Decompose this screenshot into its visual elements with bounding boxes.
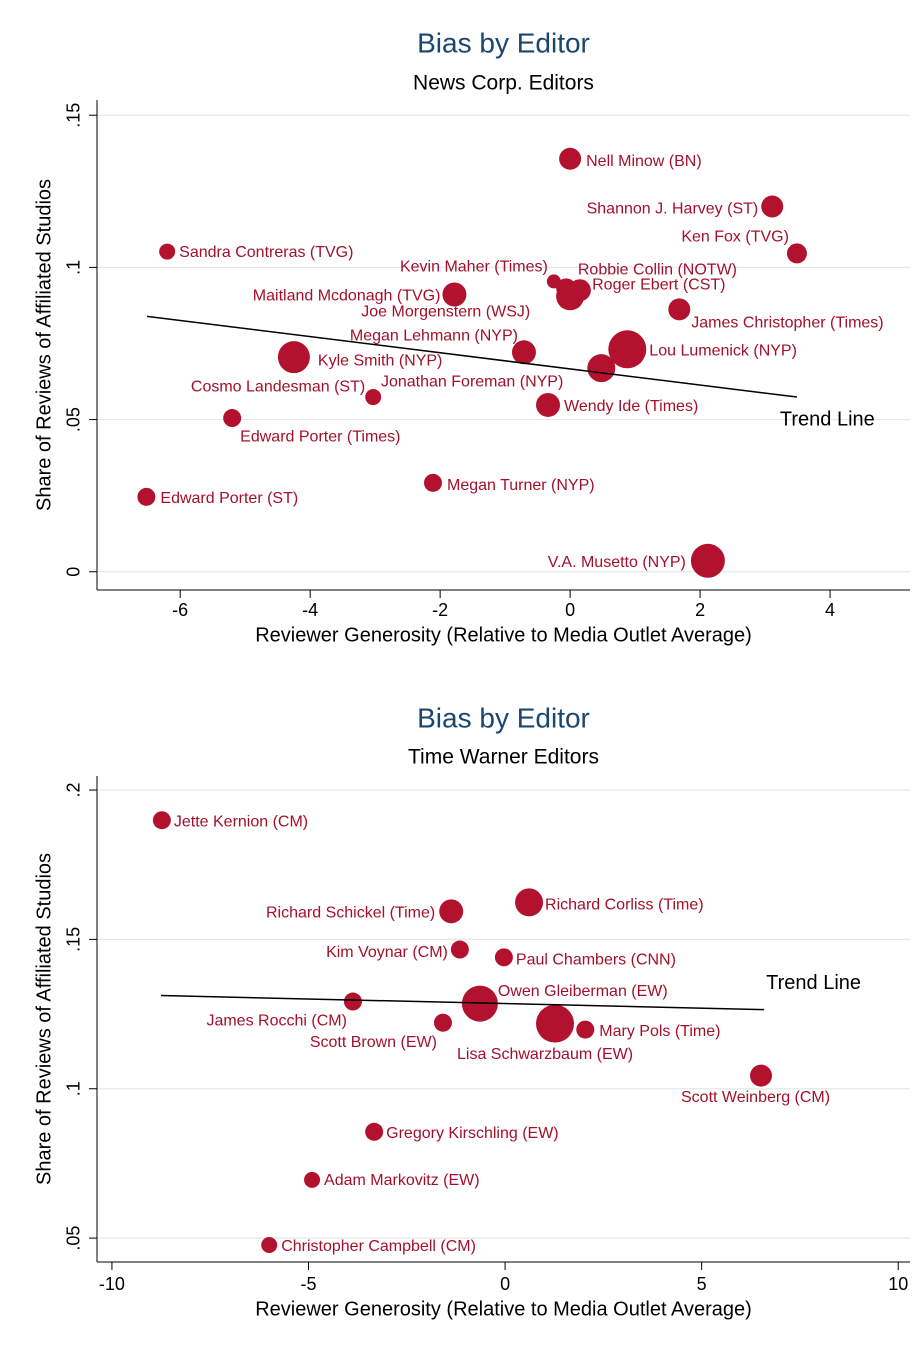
point	[365, 1122, 384, 1141]
point	[433, 1013, 452, 1032]
point-label: Lou Lumenick (NYP)	[649, 342, 797, 359]
y-tick-label: .15	[64, 927, 84, 952]
point-label: Edward Porter (Times)	[240, 428, 400, 445]
point	[576, 1020, 595, 1039]
point	[511, 340, 536, 365]
point-label: Kyle Smith (NYP)	[318, 352, 442, 369]
point-label: Robbie Collin (NOTW)	[578, 261, 737, 278]
point-label: Jette Kernion (CM)	[174, 813, 308, 830]
point-label: Ken Fox (TVG)	[681, 229, 789, 246]
point-label: Adam Markovitz (EW)	[324, 1172, 480, 1189]
point-label: Maitland Mcdonagh (TVG)	[253, 288, 441, 305]
trend-line	[146, 315, 798, 398]
x-tick-label: -10	[99, 1274, 125, 1294]
point-label: Owen Gleiberman (EW)	[498, 983, 668, 1000]
point	[152, 811, 171, 830]
point-label: Mary Pols (Time)	[599, 1023, 720, 1040]
point-label: Wendy Ide (Times)	[564, 398, 698, 415]
trend-label: Trend Line	[780, 408, 875, 430]
point-label: Megan Lehmann (NYP)	[350, 328, 518, 345]
point	[277, 341, 310, 374]
point	[261, 1236, 278, 1253]
point-label: Joe Morgenstern (WSJ)	[361, 304, 530, 321]
point	[536, 392, 561, 417]
x-axis-label: Reviewer Generosity (Relative to Media O…	[255, 624, 752, 646]
point	[786, 243, 807, 264]
point-label: Sandra Contreras (TVG)	[179, 244, 353, 261]
point-label: James Christopher (Times)	[691, 315, 883, 332]
point-label: James Rocchi (CM)	[206, 1013, 346, 1030]
x-tick-label: 4	[825, 600, 835, 620]
point	[223, 409, 242, 428]
point-label: V.A. Musetto (NYP)	[548, 554, 686, 571]
x-tick-label: -6	[172, 600, 188, 620]
y-tick-label: .1	[64, 260, 84, 275]
point-label: Roger Ebert (CST)	[592, 277, 725, 294]
point	[137, 487, 156, 506]
y-axis-label: Share of Reviews of Affiliated Studios	[33, 853, 55, 1185]
y-tick-label: .05	[64, 407, 84, 432]
point-label: Richard Corliss (Time)	[545, 897, 704, 914]
x-tick-label: -5	[300, 1274, 316, 1294]
y-tick-label: .2	[64, 783, 84, 798]
y-tick-label: 0	[64, 567, 84, 577]
point	[690, 543, 725, 578]
point	[761, 195, 784, 218]
point	[668, 298, 691, 321]
x-tick-label: 0	[500, 1274, 510, 1294]
point	[587, 354, 616, 383]
trend-label: Trend Line	[766, 972, 861, 994]
point-label: Gregory Kirschling (EW)	[386, 1125, 558, 1142]
point	[450, 940, 469, 959]
point-label: Christopher Campbell (CM)	[281, 1238, 476, 1255]
chart-title: Bias by Editor	[417, 702, 590, 733]
point-label: Paul Chambers (CNN)	[516, 952, 676, 969]
point-label: Kim Voynar (CM)	[326, 944, 448, 961]
chart-title: Bias by Editor	[417, 27, 590, 58]
point	[439, 899, 464, 924]
point	[494, 948, 513, 967]
point	[608, 330, 647, 369]
point-label: Lisa Schwarzbaum (EW)	[457, 1046, 633, 1063]
point-label: Scott Weinberg (CM)	[681, 1089, 830, 1106]
point	[559, 147, 582, 170]
point	[536, 1004, 575, 1043]
y-tick-label: .05	[64, 1226, 84, 1251]
trend-line	[161, 994, 765, 1011]
x-tick-label: -4	[302, 600, 318, 620]
chart-subtitle: Time Warner Editors	[408, 746, 599, 769]
x-tick-label: 2	[695, 600, 705, 620]
point	[442, 282, 467, 307]
point	[750, 1064, 773, 1087]
point-label: Cosmo Landesman (ST)	[191, 378, 365, 395]
y-tick-label: .1	[64, 1081, 84, 1096]
y-tick-label: .15	[64, 103, 84, 128]
x-tick-label: 10	[888, 1274, 908, 1294]
x-tick-label: -2	[432, 600, 448, 620]
point	[423, 473, 442, 492]
x-tick-label: 0	[565, 600, 575, 620]
point	[365, 389, 382, 406]
point	[304, 1171, 321, 1188]
point	[515, 888, 544, 917]
point	[343, 992, 362, 1011]
point-label: Megan Turner (NYP)	[447, 477, 595, 494]
point-label: Jonathan Foreman (NYP)	[381, 373, 563, 390]
point-label: Edward Porter (ST)	[160, 490, 298, 507]
point-label: Scott Brown (EW)	[310, 1034, 437, 1051]
point	[159, 243, 176, 260]
point-label: Richard Schickel (Time)	[266, 905, 435, 922]
point-label: Nell Minow (BN)	[586, 153, 702, 170]
x-axis-label: Reviewer Generosity (Relative to Media O…	[255, 1298, 752, 1320]
x-tick-label: 5	[697, 1274, 707, 1294]
point	[556, 278, 577, 299]
chart-subtitle: News Corp. Editors	[413, 72, 594, 95]
point-label: Kevin Maher (Times)	[400, 259, 548, 276]
point-label: Shannon J. Harvey (ST)	[587, 201, 759, 218]
y-axis-label: Share of Reviews of Affiliated Studios	[33, 179, 55, 511]
